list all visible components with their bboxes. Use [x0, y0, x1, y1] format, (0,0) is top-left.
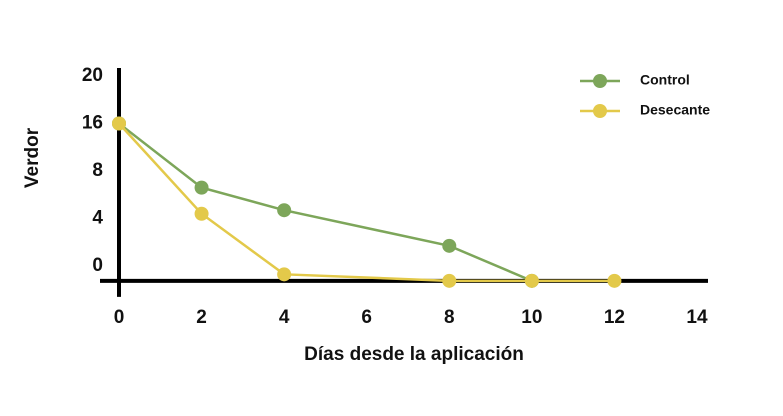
legend-label: Desecante: [640, 102, 710, 118]
x-tick-label: 6: [361, 307, 372, 328]
y-tick-label: 4: [92, 208, 103, 229]
point: [277, 267, 292, 282]
x-tick-label: 8: [444, 307, 455, 328]
point: [524, 273, 539, 288]
y-tick-label: 8: [92, 160, 103, 181]
point: [277, 203, 292, 218]
point: [112, 116, 126, 131]
legend-marker: [593, 104, 607, 118]
x-tick-label: 10: [521, 307, 542, 328]
x-tick-label: 2: [196, 307, 207, 328]
legend-label: Control: [640, 72, 690, 88]
series-line: [118, 122, 533, 282]
series-line: [118, 122, 615, 283]
x-tick-label: 4: [279, 307, 290, 328]
y-tick-label: 0: [92, 255, 103, 276]
point: [194, 206, 209, 221]
legend-marker: [593, 74, 607, 88]
x-tick-label: 0: [114, 307, 125, 328]
x-tick-label: 14: [686, 307, 708, 328]
point: [607, 273, 622, 288]
x-tick-label: 12: [604, 307, 625, 328]
y-axis-label: Verdor: [22, 127, 43, 188]
point: [442, 273, 457, 288]
point: [194, 180, 209, 195]
y-tick-label: 16: [82, 113, 103, 134]
y-tick-label: 20: [82, 65, 103, 86]
point: [442, 238, 457, 253]
x-axis-label: Días desde la aplicación: [304, 344, 524, 365]
